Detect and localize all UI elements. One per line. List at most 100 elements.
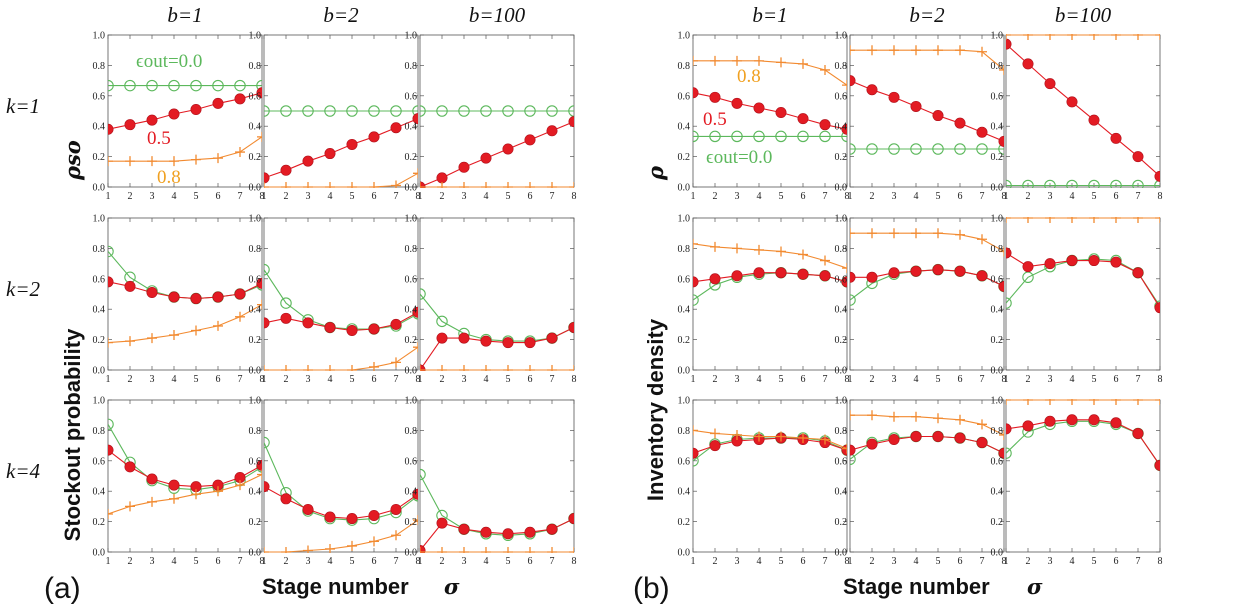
data-point [850, 75, 856, 87]
data-point [1006, 297, 1012, 309]
data-point [568, 116, 574, 128]
ytick-label: 1.0 [678, 396, 691, 407]
panel-b-k4-b1: 0.0 0.2 0.4 0.6 0.8 1.0 1 2 3 4 5 6 7 8 [678, 396, 850, 568]
ytick-label: 1.0 [835, 214, 848, 225]
data-point [547, 547, 557, 553]
xtick-label: 8 [1158, 374, 1163, 385]
data-point [108, 444, 114, 456]
xtick-label: 2 [870, 191, 875, 202]
panel-b-k4-b100: 0.0 0.2 0.4 0.6 0.8 1.0 1 2 3 4 5 6 7 8 [991, 396, 1163, 568]
ytick-label: 0.6 [249, 91, 262, 102]
data-point [754, 55, 764, 66]
data-point [1132, 179, 1144, 188]
data-point [850, 453, 856, 466]
data-point [436, 517, 448, 529]
data-point [1023, 399, 1033, 405]
xtick-label: 1 [106, 556, 111, 567]
xtick-label: 6 [801, 374, 806, 385]
series-layer [264, 436, 418, 553]
data-point [303, 365, 313, 371]
xtick-label: 6 [958, 556, 963, 567]
data-point [820, 255, 830, 266]
data-point [169, 156, 179, 167]
data-point [998, 280, 1004, 292]
data-point [866, 438, 878, 450]
ytick-label: 0.2 [93, 517, 106, 528]
data-point [437, 182, 447, 188]
ytick-label: 0.0 [991, 366, 1004, 377]
xtick-label: 7 [980, 191, 985, 202]
data-point [693, 294, 699, 306]
data-point [280, 312, 292, 324]
data-point [324, 148, 336, 160]
data-point [368, 105, 380, 117]
data-point [911, 228, 921, 239]
panels-layer: 0.00.20.40.60.81.01 2 3 4 5 6 7 80.00.20.40.60.… [93, 31, 1163, 568]
series-layer [108, 79, 262, 167]
data-point [346, 138, 358, 150]
xtick-label: 8 [1002, 191, 1007, 202]
data-point [977, 419, 987, 430]
data-point [420, 365, 425, 371]
ytick-label: 0.2 [405, 517, 418, 528]
data-point [732, 55, 742, 66]
ytick-label: 0.6 [405, 456, 418, 467]
ytick-label: 0.0 [835, 548, 848, 559]
data-point [481, 182, 491, 188]
data-point [503, 365, 513, 371]
ytick-label: 0.0 [249, 183, 262, 194]
ytick-label: 1.0 [835, 31, 848, 42]
data-point [525, 365, 535, 371]
ytick-label: 0.0 [93, 183, 106, 194]
data-point [998, 135, 1004, 147]
data-point [889, 411, 899, 422]
xtick-label: 6 [1114, 374, 1119, 385]
data-point [1066, 414, 1078, 426]
annotation-b-08: 0.8 [737, 66, 761, 87]
row-header-k2: k=2 [6, 277, 40, 301]
column-header-b1-b: b=1 [752, 3, 787, 27]
data-point [124, 461, 136, 473]
ytick-label: 1.0 [249, 214, 262, 225]
data-point [569, 365, 574, 371]
xtick-label: 5 [506, 374, 511, 385]
data-point [234, 288, 246, 300]
data-point [820, 64, 830, 75]
xtick-label: 1 [418, 374, 423, 385]
data-point [732, 429, 742, 440]
xtick-label: 2 [1026, 191, 1031, 202]
data-point [191, 154, 201, 165]
panel-b-k1-b100: 0.0 0.2 0.4 0.6 0.8 1.0 1 2 3 4 5 6 7 8 [991, 31, 1163, 203]
panel-b-k4-b2: 0.0 0.2 0.4 0.6 0.8 1.0 1 2 3 4 5 6 7 8 [835, 396, 1007, 568]
data-point [1154, 302, 1160, 314]
ytick-label: 1.0 [678, 31, 691, 42]
xtick-label: 3 [150, 374, 155, 385]
data-point [977, 234, 987, 245]
data-point [1111, 399, 1121, 405]
xtick-label: 8 [416, 191, 421, 202]
xtick-label: 8 [1002, 556, 1007, 567]
data-point [547, 182, 557, 188]
data-point [191, 325, 201, 336]
ytick-label: 0.8 [405, 426, 418, 437]
data-point [693, 55, 698, 66]
ytick-label: 0.4 [405, 122, 418, 133]
data-point [281, 365, 291, 371]
data-point [1006, 38, 1012, 50]
data-point [124, 280, 136, 292]
xtick-label: 4 [1070, 374, 1075, 385]
data-point [125, 501, 135, 512]
data-point [1133, 399, 1143, 405]
xtick-label: 3 [735, 191, 740, 202]
ytick-label: 1.0 [93, 396, 106, 407]
ytick-label: 0.6 [991, 456, 1004, 467]
panel-b-k2-b100: 0.0 0.2 0.4 0.6 0.8 1.0 1 2 3 4 5 6 7 8 [991, 214, 1163, 386]
ytick-label: 0.4 [835, 122, 848, 133]
data-point [955, 45, 965, 56]
xtick-label: 7 [394, 556, 399, 567]
data-point [502, 337, 514, 349]
data-point [1006, 399, 1011, 405]
data-point [867, 228, 877, 239]
data-point [754, 244, 764, 255]
data-point [413, 168, 418, 179]
